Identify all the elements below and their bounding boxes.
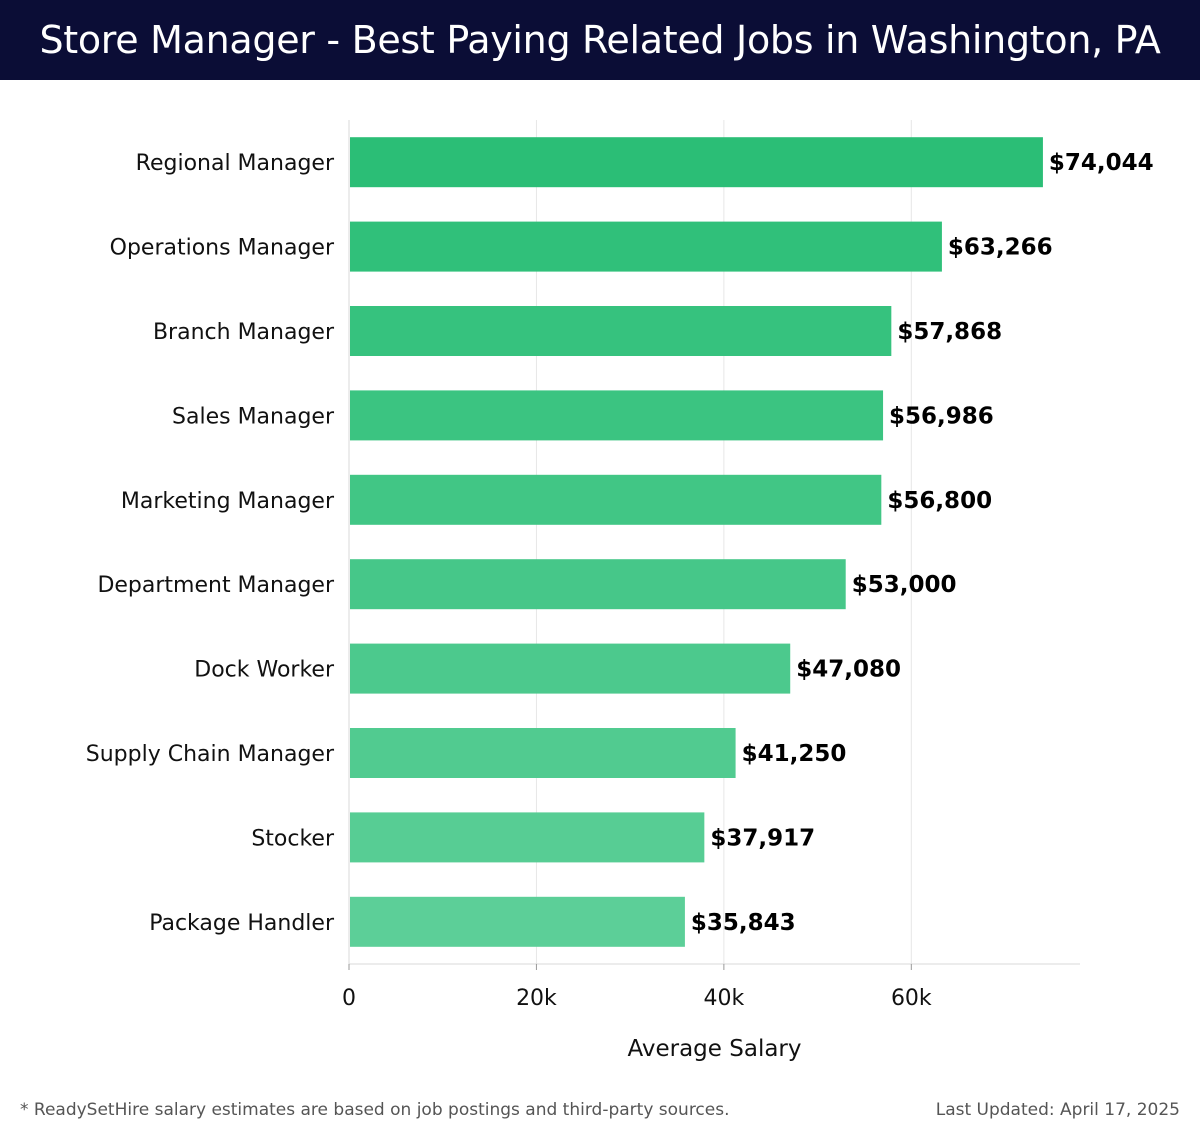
bar — [350, 728, 736, 778]
bar — [350, 559, 846, 610]
bar-chart: Regional Manager $74,044 Operations Manage… — [86, 120, 1154, 1062]
category-label: Supply Chain Manager — [86, 742, 335, 767]
data-label: $37,917 — [710, 825, 815, 851]
category-label: Department Manager — [97, 573, 335, 598]
category-label: Regional Manager — [136, 151, 335, 176]
data-label: $63,266 — [948, 235, 1053, 261]
bar — [350, 896, 685, 947]
bar — [350, 643, 791, 694]
category-label: Sales Manager — [172, 404, 335, 429]
data-label: $56,800 — [887, 488, 992, 514]
x-axis-title: Average Salary — [627, 1036, 801, 1062]
data-label: $74,044 — [1049, 150, 1154, 176]
x-tick-label: 40k — [704, 986, 745, 1011]
bar — [350, 306, 892, 356]
category-label: Package Handler — [149, 911, 335, 936]
x-tick-label: 20k — [516, 986, 557, 1011]
chart-title: Store Manager - Best Paying Related Jobs… — [39, 18, 1161, 62]
bar — [350, 812, 705, 863]
x-tick-label: 60k — [891, 986, 932, 1011]
last-updated: Last Updated: April 17, 2025 — [935, 1100, 1180, 1120]
bar — [350, 390, 884, 441]
category-label: Branch Manager — [153, 320, 335, 345]
data-label: $56,986 — [889, 403, 994, 429]
header-bar: Store Manager - Best Paying Related Jobs… — [0, 0, 1200, 80]
bar — [350, 137, 1043, 188]
bar — [350, 221, 942, 272]
data-label: $47,080 — [796, 657, 901, 683]
data-label: $57,868 — [897, 319, 1002, 345]
bar — [350, 474, 882, 525]
category-label: Operations Manager — [110, 236, 335, 261]
category-label: Stocker — [251, 826, 335, 851]
data-label: $53,000 — [852, 572, 957, 598]
data-label: $41,250 — [742, 741, 847, 767]
category-label: Dock Worker — [194, 658, 335, 683]
category-label: Marketing Manager — [121, 489, 335, 514]
footnote: * ReadySetHire salary estimates are base… — [20, 1100, 730, 1120]
data-label: $35,843 — [691, 910, 796, 936]
x-tick-label: 0 — [342, 986, 356, 1011]
